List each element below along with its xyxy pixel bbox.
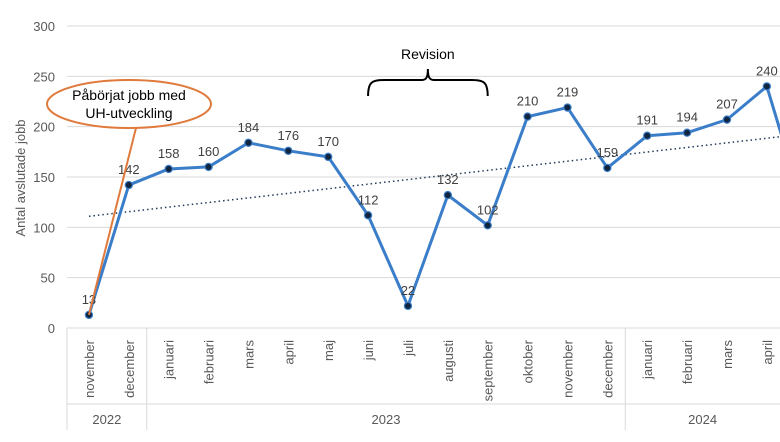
x-tick-label: december [600,339,615,397]
year-label: 2023 [372,412,401,427]
data-label: 210 [517,94,539,109]
x-tick-label: februari [202,340,217,384]
data-label: 240 [756,63,778,78]
revision-label: Revision [401,46,455,62]
year-label: 2022 [92,412,121,427]
x-tick-label: april [281,340,296,365]
x-tick-label: juli [401,340,416,357]
x-tick-label: juni [361,340,376,361]
revision-bracket [367,68,489,97]
trendline-dotted [88,135,780,218]
x-tick-label: augusti [441,340,456,382]
y-tick-label: 200 [33,120,55,135]
data-point [204,162,213,172]
data-point [443,190,453,200]
y-axis-ticks: 0 50 100 150 200 250 300 [33,19,55,336]
x-tick-label: februari [680,340,695,384]
x-tick-label: november [560,339,575,397]
data-point [603,163,612,173]
data-point [563,103,572,112]
x-tick-label: januari [162,340,177,380]
y-tick-label: 150 [33,170,55,185]
data-label: 176 [277,128,299,143]
data-point [762,82,772,91]
callout-text-line2: UH-utveckling [85,105,172,121]
x-tick-label: november [82,339,97,397]
y-tick-label: 300 [33,19,55,34]
x-tick-label: maj [321,340,336,361]
year-label: 2024 [688,412,717,427]
y-axis-label: Antal avslutade jobb [13,119,28,236]
data-label: 191 [636,113,658,128]
data-series [84,82,780,320]
data-label: 159 [596,145,618,160]
x-tick-label: december [122,339,137,397]
data-point [523,112,532,121]
gridlines [67,25,780,329]
data-point [284,146,293,156]
data-point [722,115,732,124]
x-tick-label: januari [640,340,655,380]
data-point [403,301,413,311]
data-label: 170 [317,134,339,149]
x-tick-label: mars [720,340,735,369]
data-label: 102 [477,202,499,217]
y-tick-label: 100 [33,220,55,235]
data-point [363,211,373,220]
data-label: 219 [557,85,579,100]
y-tick-label: 50 [41,271,55,286]
trendline [88,135,780,218]
data-label: 207 [716,97,738,112]
x-tick-label: oktober [521,339,536,383]
data-label: 132 [437,172,459,187]
callout-text-line1: Påbörjat jobb med [72,87,186,103]
data-label: 22 [401,283,415,298]
data-point [483,221,492,230]
x-axis: november december januari februari mars april… [66,327,780,430]
y-tick-label: 250 [33,69,55,84]
data-point [682,128,692,137]
callout-line [87,123,138,316]
data-label: 160 [198,144,220,159]
data-point [244,138,253,147]
x-tick-label: april [760,340,775,365]
data-label: 184 [238,120,260,135]
annotations: Revision Påbörjat jobb med UH-utveckling [46,46,489,316]
data-point [124,180,134,190]
data-point [323,152,333,162]
x-tick-label: mars [241,340,256,369]
y-tick-label: 0 [48,321,55,336]
data-point [164,164,173,174]
callout-ellipse [46,79,212,129]
data-label: 142 [118,162,140,177]
data-label: 194 [676,110,698,125]
data-point [643,131,652,140]
data-label: 158 [158,146,180,161]
data-label: 112 [358,192,379,207]
x-tick-label: september [481,339,496,401]
